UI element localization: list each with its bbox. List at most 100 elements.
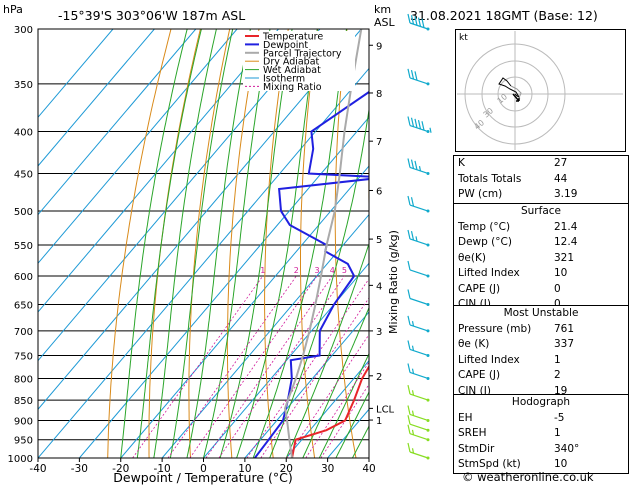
surface-temp: Temp (°C) 21.4 <box>458 220 578 233</box>
dry-adiabat-line <box>226 29 260 458</box>
mixing-ratio-label: 25 <box>435 266 445 275</box>
legend-entry: Dewpoint <box>263 40 308 51</box>
wind-barb-flag <box>407 13 411 24</box>
surface-dewp: Dewp (°C) 12.4 <box>458 236 578 248</box>
mixing-ratio-line <box>189 275 318 458</box>
wind-barb-flag <box>410 159 415 169</box>
wind-barb-point <box>426 428 430 432</box>
x-tick-label: -20 <box>112 463 129 475</box>
legend-entry: Temperature <box>262 32 323 43</box>
wet-adiabat-line <box>169 29 234 458</box>
wind-barb-flag <box>421 18 425 28</box>
height-tick-label: 2 <box>376 372 382 383</box>
wind-barb-flag <box>407 116 411 126</box>
wind-barb-flag <box>417 17 422 27</box>
isotherm-line <box>38 29 321 362</box>
mixing-ratio-line <box>132 275 264 458</box>
wet-adiabat-line <box>236 29 318 458</box>
datetime-title: 31.08.2021 18GMT (Base: 12) <box>410 8 598 23</box>
isotherm-line <box>120 165 369 458</box>
pressure-tick-label: 950 <box>14 436 33 447</box>
indices-surface-box: Surface Temp (°C) 21.4 Dewp (°C) 12.4 θe(K… <box>453 203 629 314</box>
isotherm-line <box>38 29 238 265</box>
wind-barb-point <box>426 353 430 357</box>
hodo-eh: EH -5 <box>458 411 565 424</box>
mu-cin: CIN (J) 19 <box>458 384 568 397</box>
wind-barb-point <box>426 398 430 402</box>
wind-barb-point <box>426 82 430 86</box>
isotherm-line <box>38 29 114 119</box>
wind-barb-half <box>411 320 415 327</box>
wind-barb-point <box>426 438 430 442</box>
mixing-ratio-label: 4 <box>330 266 335 275</box>
mixing-ratio-line <box>305 361 369 458</box>
legend-entry: Dry Adiabat <box>263 57 320 68</box>
wet-adiabat-line <box>153 29 217 458</box>
plot-frame <box>37 28 370 459</box>
surface-cape: CAPE (J) 0 <box>458 282 561 295</box>
wind-barb-half <box>429 127 432 133</box>
legend-entry: Isotherm <box>263 74 305 85</box>
height-unit-asl: ASL <box>374 16 395 29</box>
index-k: K 27 <box>458 157 568 169</box>
wind-barb <box>409 204 429 212</box>
dry-adiabat-line <box>401 29 438 458</box>
pressure-tick-label: 850 <box>14 396 33 407</box>
pressure-unit-label: hPa <box>3 3 23 16</box>
wind-barb-flag <box>407 289 411 299</box>
pressure-tick-label: 400 <box>14 128 33 139</box>
wind-barb-flag <box>421 121 425 131</box>
storm-motion-icon <box>512 93 520 102</box>
wet-adiabat-line <box>252 29 347 458</box>
wet-adiabat-line <box>136 29 202 458</box>
mixing-ratio-line <box>218 275 345 458</box>
pressure-tick-label: 750 <box>14 351 33 362</box>
wind-barb-point <box>426 376 430 380</box>
wind-barb-point <box>426 130 430 134</box>
wind-barb-flag <box>407 68 411 79</box>
wind-barb <box>409 238 429 246</box>
legend-entry: Mixing Ratio <box>263 82 322 93</box>
mixing-ratio-label: 2 <box>294 266 299 275</box>
legend-entry: Wet Adiabat <box>263 65 321 76</box>
indices-general-box: K 27 Totals Totals 44 PW (cm) 3.19 <box>453 155 629 204</box>
wind-barb-point <box>426 209 430 213</box>
dry-adiabat-line <box>107 29 172 458</box>
index-totals-totals: Totals Totals 44 <box>458 172 568 185</box>
wet-adiabat-line <box>203 29 271 458</box>
pressure-tick-label: 350 <box>14 80 33 91</box>
wind-barb-flag <box>414 16 418 26</box>
credit-text: © weatheronline.co.uk <box>462 470 594 484</box>
wind-barb-flag <box>407 158 411 168</box>
wind-barb <box>409 297 429 306</box>
hodo-stmspd: StmSpd (kt) 10 <box>458 458 568 470</box>
x-axis-label: Dewpoint / Temperature (°C) <box>113 470 292 485</box>
wind-barb-flag <box>407 384 411 395</box>
mixing-ratio-label: 3 <box>315 266 320 275</box>
wind-barb-point <box>426 418 430 422</box>
index-pw: PW (cm) 3.19 <box>458 188 578 200</box>
hodograph-trace <box>498 77 521 99</box>
wind-barb <box>409 423 429 431</box>
mu-theta-e: θe (K) 337 <box>458 338 575 350</box>
mixing-ratio-line <box>286 333 369 458</box>
wind-barb-flag <box>407 415 411 425</box>
mixing-ratio-label: 1 <box>260 266 265 275</box>
mu-cape: CAPE (J) 2 <box>458 369 561 381</box>
wind-barb-flag <box>414 160 418 171</box>
wet-adiabat-line <box>219 29 293 458</box>
pressure-tick-label: 900 <box>14 416 33 427</box>
mu-lifted-index: Lifted Index 1 <box>458 353 561 366</box>
x-tick-label: 20 <box>280 463 293 475</box>
wind-barb <box>409 22 429 30</box>
wind-barb-half <box>411 368 415 374</box>
pressure-tick-label: 1000 <box>8 454 33 465</box>
location-title: -15°39'S 303°06'W 187m ASL <box>58 8 246 23</box>
mixing-ratio-label: 5 <box>342 266 347 275</box>
surface-title: Surface <box>520 205 561 217</box>
x-tick-label: 10 <box>238 463 251 475</box>
mixing-ratio-line <box>167 275 297 458</box>
height-tick-label: 9 <box>376 41 382 52</box>
wind-barb <box>409 166 429 175</box>
series-parcel-trajectory <box>283 29 363 458</box>
